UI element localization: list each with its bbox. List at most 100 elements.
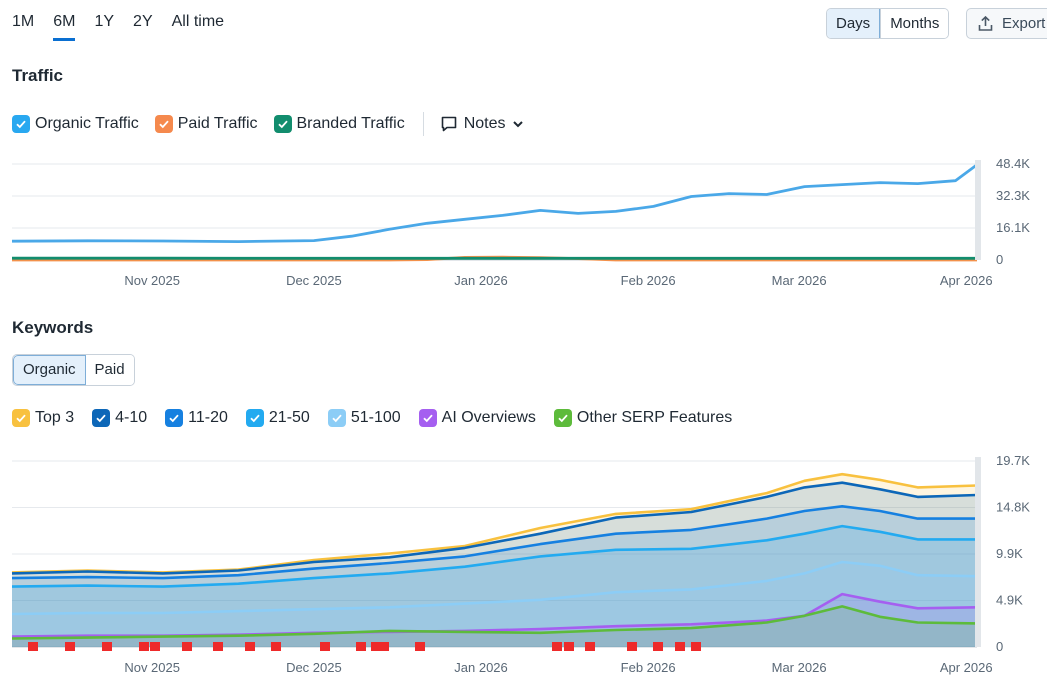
series-area	[12, 526, 977, 647]
x-tick-label: Apr 2026	[940, 273, 993, 288]
y-tick-label: 0	[996, 252, 1003, 267]
y-tick-label: 19.7K	[996, 453, 1030, 468]
note-flag-icon[interactable]	[379, 642, 389, 651]
legend-top-3[interactable]: Top 3	[12, 409, 74, 427]
keywords-chart: 0 4.9K 9.9K 14.8K 19.7K Nov 2025 Dec 2025 Jan 2…	[11, 453, 1030, 675]
note-flag-icon[interactable]	[371, 642, 381, 651]
note-flag-icon[interactable]	[102, 642, 112, 651]
y-tick-label: 32.3K	[996, 188, 1030, 203]
legend-21-50[interactable]: 21-50	[245, 409, 310, 427]
legend-label: Organic Traffic	[35, 115, 139, 132]
note-flag-icon[interactable]	[182, 642, 192, 651]
legend-label: Paid Traffic	[177, 115, 258, 132]
note-flag-icon[interactable]	[150, 642, 160, 651]
legend-paid-traffic[interactable]: Paid Traffic	[154, 115, 258, 133]
x-tick-label: Dec 2025	[286, 660, 342, 675]
legend-branded-traffic[interactable]: Branded Traffic	[273, 115, 405, 133]
note-flag-icon[interactable]	[675, 642, 685, 651]
period-2y[interactable]: 2Y	[133, 13, 153, 30]
y-tick-label: 4.9K	[996, 593, 1023, 608]
legend-divider	[422, 112, 424, 136]
checkbox-icon[interactable]	[553, 409, 572, 427]
series-line[interactable]	[11, 481, 978, 575]
x-tick-label: Jan 2026	[454, 660, 508, 675]
note-flag-icon[interactable]	[213, 642, 223, 651]
note-flag-icon[interactable]	[653, 642, 663, 651]
y-tick-label: 16.1K	[996, 220, 1030, 235]
note-flag-icon[interactable]	[627, 642, 637, 651]
series-line[interactable]	[11, 505, 977, 580]
traffic-title: Traffic	[12, 66, 64, 85]
note-flag-icon[interactable]	[320, 642, 330, 651]
checkbox-icon[interactable]	[327, 409, 346, 427]
upload-icon	[978, 15, 993, 31]
chart-scroll-handle[interactable]	[975, 160, 981, 260]
note-flag-icon[interactable]	[356, 642, 366, 651]
note-flag-icon[interactable]	[691, 642, 701, 651]
x-tick-label: Jan 2026	[454, 273, 508, 288]
keywords-type-tabs: Organic Paid	[12, 354, 135, 386]
note-flag-icon[interactable]	[245, 642, 255, 651]
tab-organic[interactable]: Organic	[13, 355, 86, 385]
legend-organic-traffic[interactable]: Organic Traffic	[12, 115, 139, 133]
keywords-title: Keywords	[12, 318, 94, 337]
legend-51-100[interactable]: 51-100	[327, 409, 401, 427]
days-button[interactable]: Days	[827, 9, 881, 38]
notes-dropdown[interactable]: Notes	[440, 115, 524, 133]
legend-other-serp-features[interactable]: Other SERP Features	[553, 409, 732, 427]
note-flag-icon[interactable]	[564, 642, 574, 651]
checkbox-icon[interactable]	[165, 409, 184, 427]
legend-label: Top 3	[35, 409, 75, 426]
traffic-chart: 0 16.1K 32.3K 48.4K Nov 2025 Dec 2025 Jan 2026…	[11, 156, 1030, 288]
series-area	[12, 594, 977, 647]
note-flag-icon[interactable]	[65, 642, 75, 651]
checkbox-icon[interactable]	[12, 115, 30, 133]
note-flag-icon[interactable]	[415, 642, 425, 651]
period-tabs: 1M 6M 1Y 2Y All time	[12, 12, 243, 41]
legend-label: 4-10	[115, 409, 148, 426]
legend-11-20[interactable]: 11-20	[165, 409, 228, 427]
chevron-down-icon	[512, 121, 523, 128]
series-area	[12, 606, 977, 647]
period-1m[interactable]: 1M	[12, 13, 35, 30]
note-flag-icon[interactable]	[28, 642, 38, 651]
checkbox-icon[interactable]	[418, 409, 437, 427]
tab-paid[interactable]: Paid	[85, 355, 134, 385]
series-line[interactable]	[11, 560, 978, 616]
y-tick-label: 9.9K	[996, 546, 1023, 561]
y-tick-label: 14.8K	[996, 500, 1030, 515]
period-all-time[interactable]: All time	[171, 13, 225, 30]
note-flag-icon[interactable]	[585, 642, 595, 651]
note-flag-icon[interactable]	[139, 642, 149, 651]
legend-label: 21-50	[268, 409, 310, 426]
period-1y[interactable]: 1Y	[94, 13, 115, 30]
series-line[interactable]	[11, 605, 978, 640]
months-button[interactable]: Months	[880, 9, 949, 38]
legend-label: Branded Traffic	[296, 115, 405, 132]
x-tick-label: Feb 2026	[621, 660, 676, 675]
keywords-legend: Top 3 4-10 11-20 21-50 51-100 AI Overvie…	[12, 409, 748, 427]
checkbox-icon[interactable]	[273, 115, 292, 133]
period-6m[interactable]: 6M	[53, 12, 76, 41]
note-flag-icon[interactable]	[552, 642, 562, 651]
x-tick-label: Nov 2025	[124, 273, 180, 288]
x-tick-label: Apr 2026	[940, 660, 993, 675]
checkbox-icon[interactable]	[154, 115, 173, 133]
export-button[interactable]: Export	[966, 8, 1047, 39]
checkbox-icon[interactable]	[245, 409, 264, 427]
legend-4-10[interactable]: 4-10	[92, 409, 147, 427]
legend-ai-overviews[interactable]: AI Overviews	[418, 409, 536, 427]
chart-scroll-handle[interactable]	[975, 457, 981, 647]
notes-label: Notes	[463, 115, 506, 132]
series-line[interactable]	[11, 524, 977, 588]
legend-label: 11-20	[188, 409, 228, 426]
series-line[interactable]	[11, 163, 978, 243]
checkbox-icon[interactable]	[12, 409, 30, 427]
y-tick-label: 0	[996, 639, 1003, 654]
legend-label: 51-100	[350, 409, 401, 426]
y-tick-label: 48.4K	[996, 156, 1030, 171]
traffic-legend: Organic Traffic Paid Traffic Branded Tra…	[12, 112, 524, 136]
series-area	[12, 474, 977, 647]
checkbox-icon[interactable]	[92, 409, 111, 427]
note-flag-icon[interactable]	[271, 642, 281, 651]
